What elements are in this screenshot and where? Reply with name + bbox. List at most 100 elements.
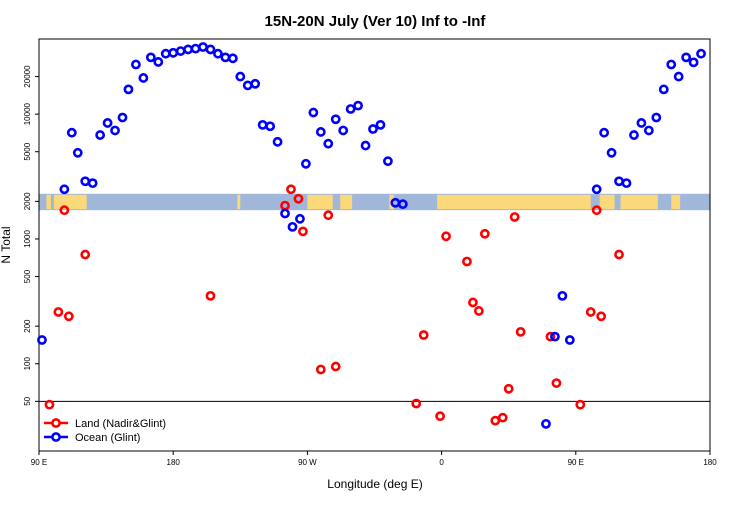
ocean-point bbox=[681, 52, 692, 63]
ocean-point bbox=[117, 112, 128, 123]
land-point bbox=[490, 415, 501, 426]
x-tick-label: 90 W bbox=[298, 458, 317, 467]
ocean-point bbox=[220, 52, 231, 63]
legend-marker bbox=[51, 432, 61, 442]
land-point bbox=[323, 210, 334, 221]
land-point bbox=[63, 311, 74, 322]
land-point bbox=[293, 193, 304, 204]
ocean-point bbox=[643, 125, 654, 136]
band-land-segment bbox=[437, 194, 591, 210]
band-land-segment bbox=[307, 194, 333, 210]
x-tick-label: 90 E bbox=[568, 458, 584, 467]
ocean-point bbox=[95, 130, 106, 140]
ocean-point bbox=[330, 114, 341, 125]
land-point bbox=[330, 361, 341, 372]
ocean-point bbox=[375, 119, 386, 130]
chart-title: 15N-20N July (Ver 10) Inf to -Inf bbox=[265, 13, 487, 30]
ocean-point bbox=[599, 127, 610, 138]
y-tick-label: 1000 bbox=[23, 230, 32, 248]
band-land-segment bbox=[620, 194, 658, 210]
ocean-point bbox=[614, 176, 624, 187]
ocean-point bbox=[591, 184, 602, 195]
land-point bbox=[53, 307, 64, 317]
land-point bbox=[205, 290, 216, 301]
ocean-point bbox=[168, 47, 179, 58]
ocean-point bbox=[131, 59, 141, 70]
ocean-point bbox=[257, 119, 268, 130]
ocean-point bbox=[383, 156, 393, 167]
ocean-point bbox=[397, 199, 408, 210]
ocean-point bbox=[673, 71, 684, 82]
ocean-point bbox=[235, 71, 246, 82]
ocean-point bbox=[160, 48, 171, 59]
ocean-point bbox=[153, 57, 164, 67]
y-tick-label: 200 bbox=[23, 319, 32, 333]
band-land-segment bbox=[599, 194, 615, 210]
legend: Land (Nadir&Glint) Ocean (Glint) bbox=[44, 418, 166, 444]
ocean-point bbox=[198, 42, 208, 52]
x-axis-title: Longitude (deg E) bbox=[327, 477, 422, 491]
ocean-point bbox=[323, 138, 334, 149]
x-tick-label: 180 bbox=[703, 458, 717, 467]
ocean-point bbox=[265, 121, 276, 132]
y-tick-label: 5000 bbox=[23, 142, 32, 160]
ocean-point bbox=[80, 176, 91, 187]
ocean-point bbox=[37, 335, 47, 345]
ocean-point bbox=[138, 73, 149, 83]
land-point bbox=[591, 205, 602, 216]
land-point bbox=[585, 307, 596, 317]
x-tick-label: 180 bbox=[167, 458, 181, 467]
ocean-point bbox=[696, 48, 706, 59]
ocean-point bbox=[280, 208, 290, 219]
ocean-point bbox=[541, 418, 551, 429]
band-land-segment bbox=[671, 194, 681, 210]
ocean-point bbox=[315, 127, 326, 137]
ocean-point bbox=[345, 104, 356, 114]
land-point bbox=[59, 205, 70, 216]
ocean-point bbox=[636, 118, 647, 128]
y-axis-title: N Total bbox=[0, 226, 13, 263]
ocean-point bbox=[301, 158, 311, 169]
land-point bbox=[298, 226, 308, 237]
ocean-point bbox=[72, 147, 83, 158]
land-point bbox=[479, 228, 490, 239]
land-point bbox=[411, 398, 422, 409]
ocean-point bbox=[360, 140, 371, 151]
ocean-point bbox=[123, 84, 134, 95]
ocean-point bbox=[250, 78, 261, 89]
ocean-point bbox=[295, 213, 305, 224]
ocean-point bbox=[66, 127, 77, 138]
ocean-point bbox=[666, 59, 677, 70]
ocean-point bbox=[606, 147, 617, 158]
land-ocean-band bbox=[39, 193, 710, 211]
land-point bbox=[462, 256, 472, 267]
land-point bbox=[468, 297, 478, 308]
ocean-point bbox=[272, 136, 283, 147]
land-point bbox=[545, 331, 556, 342]
band-land-segment bbox=[340, 194, 353, 210]
land-point bbox=[596, 311, 607, 322]
ocean-point bbox=[213, 48, 223, 59]
land-point bbox=[441, 231, 451, 242]
y-tick-label: 2000 bbox=[23, 192, 32, 210]
ocean-point bbox=[145, 52, 156, 63]
ocean-point bbox=[629, 130, 639, 140]
ocean-point bbox=[183, 44, 194, 55]
land-point bbox=[575, 399, 586, 410]
land-point bbox=[473, 306, 484, 316]
y-tick-label: 100 bbox=[23, 357, 32, 371]
land-point bbox=[435, 411, 446, 422]
y-tick-label: 500 bbox=[23, 269, 32, 283]
land-point bbox=[509, 212, 520, 222]
land-point bbox=[503, 383, 514, 394]
ocean-point bbox=[102, 118, 113, 128]
land-point bbox=[44, 399, 55, 410]
land-point bbox=[551, 378, 562, 388]
band-land-segment bbox=[237, 194, 241, 210]
ocean-point bbox=[368, 124, 378, 134]
band-land-segment bbox=[46, 194, 51, 210]
ocean-point bbox=[87, 178, 98, 189]
land-point bbox=[614, 249, 624, 260]
